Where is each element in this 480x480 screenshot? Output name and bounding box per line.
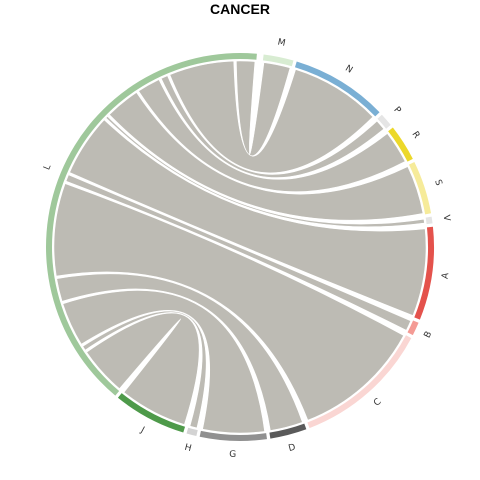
segment-ring	[46, 53, 434, 441]
segment-m	[262, 54, 294, 67]
chart-title: CANCER	[210, 1, 270, 17]
segment-label-v: V	[441, 214, 452, 222]
chord-l-h	[82, 310, 207, 429]
chord-l-g	[62, 290, 265, 434]
chord-l-v	[105, 116, 425, 228]
segment-label-l: L	[42, 163, 53, 171]
segment-a	[414, 226, 434, 320]
segment-s	[408, 161, 432, 215]
segment-label-n: N	[343, 64, 354, 76]
segment-label-a: A	[441, 271, 452, 279]
segment-label-s: S	[432, 178, 443, 187]
segment-n	[294, 61, 380, 117]
segment-b	[407, 320, 419, 336]
chord-l-p	[160, 75, 385, 178]
chord-links	[53, 60, 427, 434]
segment-label-b: B	[423, 330, 435, 340]
chord-l-b	[65, 174, 412, 331]
chord-l-j	[86, 312, 200, 425]
segment-d	[269, 423, 307, 439]
segment-label-d: D	[287, 443, 296, 454]
segment-label-j: J	[138, 425, 146, 436]
chord-l-s	[108, 92, 424, 221]
segment-v	[425, 216, 433, 225]
segment-label-m: M	[277, 38, 287, 49]
segment-label-p: P	[391, 105, 402, 116]
chord-l-d	[56, 273, 303, 431]
segment-c	[307, 335, 412, 429]
segment-label-c: C	[372, 397, 383, 409]
segment-r	[388, 127, 413, 162]
segment-label-g: G	[229, 450, 236, 460]
segment-g	[199, 430, 267, 441]
chord-l-r	[138, 79, 406, 192]
chord-l-n	[169, 60, 374, 174]
segment-labels: M N P R S V A B C D G H J L	[42, 38, 451, 460]
segment-label-h: H	[183, 443, 192, 454]
segment-label-r: R	[410, 130, 422, 141]
chord-l-a	[69, 119, 427, 316]
chord-l-c	[53, 183, 405, 421]
segment-p	[377, 114, 391, 129]
segment-h	[186, 427, 198, 437]
chord-l-m	[236, 60, 291, 156]
segment-j	[117, 393, 186, 433]
